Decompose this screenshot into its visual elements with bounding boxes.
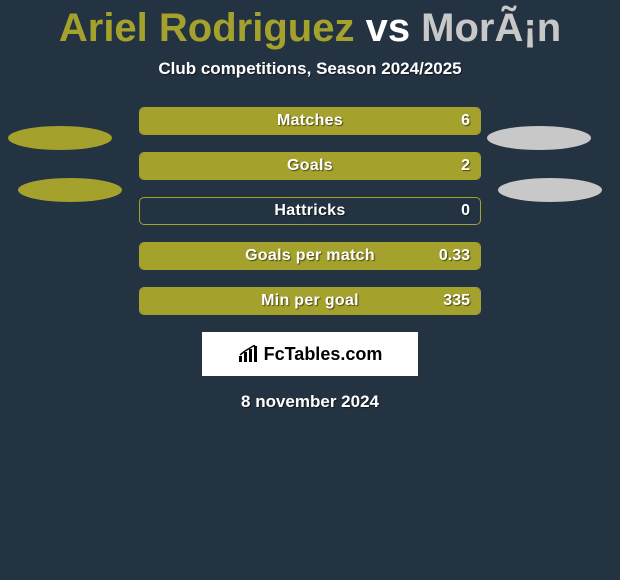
- stat-label: Goals: [140, 153, 480, 179]
- stat-value: 6: [461, 108, 470, 134]
- stats-rows: Matches6Goals2Hattricks0Goals per match0…: [139, 107, 481, 315]
- stat-label: Goals per match: [140, 243, 480, 269]
- title-player-a: Ariel Rodriguez: [59, 6, 355, 50]
- title-player-b: MorÃ¡n: [421, 6, 561, 50]
- site-logo-text: FcTables.com: [238, 344, 383, 365]
- chart-icon: [238, 345, 260, 363]
- stat-row: Goals2: [139, 152, 481, 180]
- stat-value: 335: [443, 288, 470, 314]
- title-vs: vs: [354, 6, 421, 50]
- stat-row: Min per goal335: [139, 287, 481, 315]
- snapshot-date: 8 november 2024: [0, 392, 620, 412]
- site-logo-label: FcTables.com: [264, 344, 383, 365]
- player-marker-right: [498, 178, 602, 202]
- stat-value: 0.33: [439, 243, 470, 269]
- player-marker-right: [487, 126, 591, 150]
- stat-value: 2: [461, 153, 470, 179]
- stat-label: Hattricks: [140, 198, 480, 224]
- stat-row: Goals per match0.33: [139, 242, 481, 270]
- site-logo: FcTables.com: [202, 332, 418, 376]
- comparison-subtitle: Club competitions, Season 2024/2025: [0, 59, 620, 79]
- stat-label: Min per goal: [140, 288, 480, 314]
- stat-value: 0: [461, 198, 470, 224]
- stat-row: Matches6: [139, 107, 481, 135]
- player-marker-left: [18, 178, 122, 202]
- player-marker-left: [8, 126, 112, 150]
- stat-label: Matches: [140, 108, 480, 134]
- stat-row: Hattricks0: [139, 197, 481, 225]
- comparison-title: Ariel Rodriguez vs MorÃ¡n: [0, 6, 620, 51]
